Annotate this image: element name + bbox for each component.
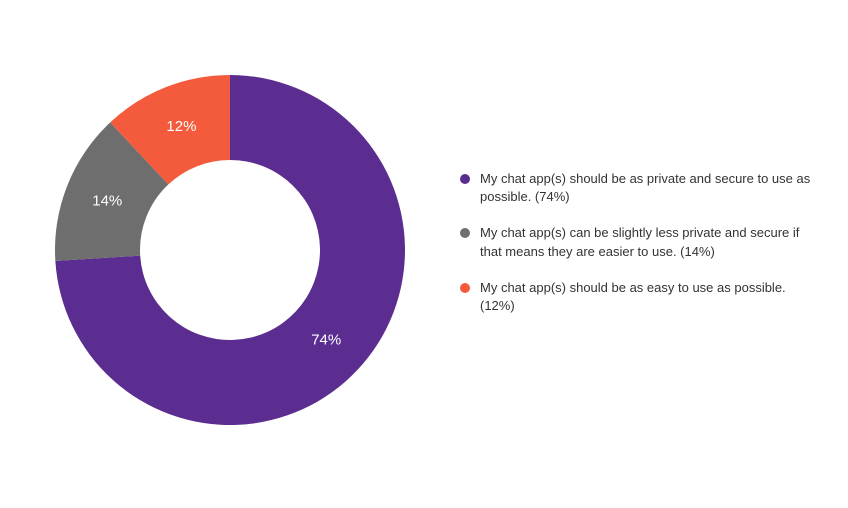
legend: My chat app(s) should be as private and … bbox=[460, 170, 820, 333]
legend-swatch-0 bbox=[460, 174, 470, 184]
slice-label-2: 12% bbox=[166, 118, 196, 135]
legend-item-1: My chat app(s) can be slightly less priv… bbox=[460, 224, 820, 260]
slice-label-1: 14% bbox=[92, 192, 122, 209]
legend-label-0: My chat app(s) should be as private and … bbox=[480, 170, 820, 206]
chart-container: 74% 14% 12% My chat app(s) should be as pr… bbox=[0, 0, 848, 508]
legend-label-1: My chat app(s) can be slightly less priv… bbox=[480, 224, 820, 260]
legend-item-2: My chat app(s) should be as easy to use … bbox=[460, 279, 820, 315]
legend-label-2: My chat app(s) should be as easy to use … bbox=[480, 279, 820, 315]
slice-label-0: 74% bbox=[311, 331, 341, 348]
legend-item-0: My chat app(s) should be as private and … bbox=[460, 170, 820, 206]
donut-chart: 74% 14% 12% bbox=[40, 60, 420, 440]
legend-swatch-1 bbox=[460, 228, 470, 238]
legend-swatch-2 bbox=[460, 283, 470, 293]
